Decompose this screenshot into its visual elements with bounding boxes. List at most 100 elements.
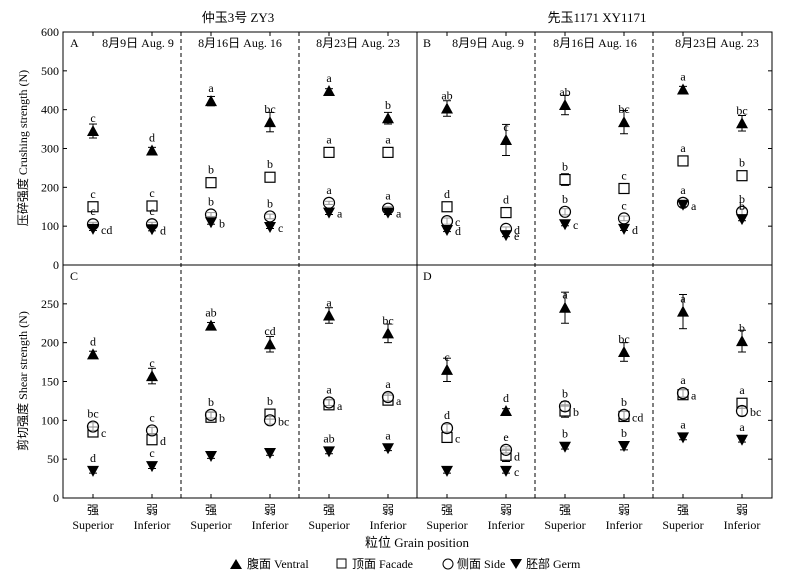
germ-marker: [205, 451, 217, 463]
significance-label: c: [149, 204, 154, 218]
germ-marker: [677, 432, 689, 444]
significance-label: c: [503, 120, 508, 134]
significance-label: bc: [264, 102, 275, 116]
ventral-marker: [500, 133, 512, 145]
significance-label: a: [680, 373, 686, 387]
ventral-marker: [441, 363, 453, 375]
ventral-marker: [264, 116, 276, 128]
date-dividers: [180, 32, 654, 498]
germ-marker: [264, 447, 276, 459]
ventral-marker: [736, 117, 748, 129]
ventral-marker: [677, 83, 689, 95]
x-tick-label-cn: 强: [559, 503, 571, 517]
ventral-marker: [382, 112, 394, 124]
significance-label: c: [149, 356, 154, 370]
facade-marker: [736, 170, 748, 182]
significance-label: b: [562, 427, 568, 441]
legend-marker-facade: [336, 558, 347, 569]
germ-marker: [618, 440, 630, 452]
significance-label: ab: [323, 431, 334, 445]
germ-marker: [559, 441, 571, 453]
significance-label: a: [396, 207, 402, 221]
y-tick-label: 200: [41, 180, 59, 194]
significance-label: d: [149, 130, 155, 144]
significance-label: c: [455, 431, 460, 445]
germ-marker: [146, 461, 158, 473]
significance-label: d: [455, 224, 461, 238]
significance-label: c: [90, 187, 95, 201]
significance-label: d: [514, 449, 520, 463]
x-tick-label-en: Superior: [662, 518, 703, 532]
ventral-marker: [736, 335, 748, 347]
date-title-2: 8月16日 Aug. 16: [198, 36, 282, 50]
facade-marker: [559, 173, 571, 186]
significance-label: c: [573, 218, 578, 232]
x-tick-label-en: Inferior: [488, 518, 525, 532]
ventral-marker: [264, 338, 276, 350]
significance-label: b: [219, 411, 225, 425]
legend-marker-ventral: [230, 559, 242, 569]
significance-label: a: [385, 377, 391, 391]
side-marker: [440, 422, 454, 435]
significance-label: c: [278, 221, 283, 235]
side-marker: [86, 420, 100, 433]
germ-marker: [323, 446, 335, 458]
significance-label: d: [90, 451, 96, 465]
x-tick-label-cn: 强: [441, 503, 453, 517]
significance-label: b: [208, 395, 214, 409]
x-ticks: 强Superior弱Inferior强Superior弱Inferior强Sup…: [72, 32, 760, 532]
facade-marker: [382, 146, 394, 158]
ventral-marker: [618, 345, 630, 357]
significance-label: b: [621, 395, 627, 409]
significance-label: a: [385, 428, 391, 442]
side-marker: [263, 210, 277, 223]
side-marker: [617, 408, 631, 421]
significance-label: a: [691, 389, 697, 403]
significance-label: c: [621, 168, 626, 182]
date-title-3: 8月23日 Aug. 23: [316, 36, 400, 50]
significance-label: c: [101, 426, 106, 440]
x-tick-label-cn: 弱: [500, 503, 512, 517]
significance-label: a: [680, 141, 686, 155]
side-marker: [617, 212, 631, 225]
ventral-marker: [146, 144, 158, 156]
y-tick-label: 400: [41, 103, 59, 117]
side-marker: [440, 215, 454, 228]
significance-label: d: [503, 391, 509, 405]
ventral-marker: [205, 319, 217, 331]
ventral-marker: [323, 85, 335, 97]
ventral-marker: [87, 125, 99, 137]
side-marker: [499, 443, 513, 456]
side-marker: [145, 424, 159, 437]
significance-label: a: [680, 417, 686, 431]
legend-label-ventral: 腹面 Ventral: [247, 557, 309, 571]
significance-label: bc: [736, 103, 747, 117]
significance-label: bc: [618, 102, 629, 116]
significance-label: b: [562, 386, 568, 400]
significance-label: b: [562, 192, 568, 206]
germ-marker: [736, 214, 748, 226]
ventral-marker: [559, 301, 571, 313]
significance-label: a: [337, 399, 343, 413]
germ-marker: [382, 443, 394, 455]
ventral-marker: [323, 309, 335, 321]
significance-label: c: [455, 215, 460, 229]
significance-label: b: [219, 216, 225, 230]
significance-label: d: [160, 223, 166, 237]
significance-label: a: [680, 183, 686, 197]
significance-label: d: [160, 434, 166, 448]
significance-label: bc: [87, 407, 98, 421]
x-tick-label-cn: 弱: [382, 503, 394, 517]
significance-label: a: [396, 394, 402, 408]
significance-label: bc: [750, 405, 761, 419]
significance-label: b: [573, 405, 579, 419]
x-tick-label-cn: 弱: [736, 503, 748, 517]
y-tick-label: 300: [41, 142, 59, 156]
significance-label: b: [739, 199, 745, 213]
ylabel-crushing: 压碎强度 Crushing strength (N): [15, 70, 30, 226]
germ-marker: [87, 223, 99, 235]
facade-marker: [146, 200, 158, 212]
side-marker: [204, 408, 218, 421]
x-tick-label-en: Inferior: [606, 518, 643, 532]
